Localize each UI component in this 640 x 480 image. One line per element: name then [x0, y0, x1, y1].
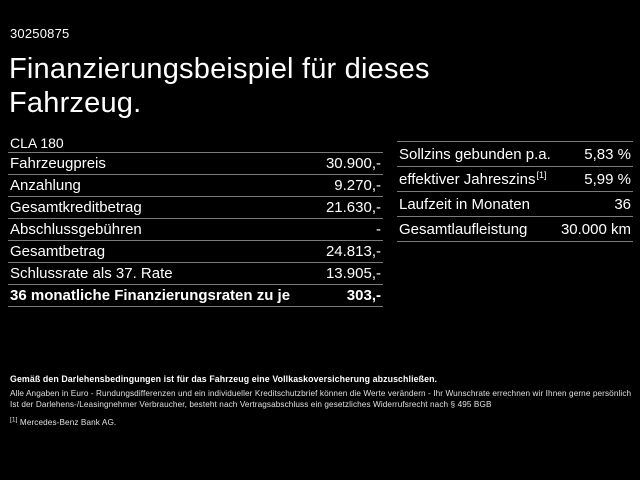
conditions-row-label: Laufzeit in Monaten: [399, 195, 530, 213]
monthly-rate-value: 303,-: [346, 287, 381, 304]
monthly-rate-label: 36 monatliche Finanzierungsraten zu je: [10, 287, 291, 304]
footnote-text: Mercedes-Benz Bank AG.: [19, 418, 117, 427]
finance-table-row: Anzahlung 9.270,-: [8, 175, 383, 197]
finance-row-value: 9.270,-: [334, 177, 381, 194]
finance-row-value: 21.630,-: [325, 199, 381, 216]
conditions-row-label: effektiver Jahreszins[1]: [399, 169, 547, 188]
conditions-row-value: 5,83 %: [584, 145, 631, 163]
conditions-row-label: Gesamtlaufleistung: [399, 220, 528, 238]
finance-row-label: Fahrzeugpreis: [10, 155, 106, 172]
conditions-table: Sollzins gebunden p.a. 5,83 % effektiver…: [397, 141, 633, 242]
finance-row-value: 30.900,-: [325, 155, 381, 172]
finance-row-label: Gesamtkreditbetrag: [10, 199, 142, 216]
legal-footer: Gemäß den Darlehensbedingungen ist für d…: [10, 374, 634, 428]
conditions-table-row: Sollzins gebunden p.a. 5,83 %: [397, 142, 633, 167]
finance-row-value: 24.813,-: [325, 243, 381, 260]
finance-table-row: Abschlussgebühren -: [8, 219, 383, 241]
finance-row-value: -: [376, 221, 381, 238]
conditions-table-row: Laufzeit in Monaten 36: [397, 192, 633, 217]
conditions-row-value: 5,99 %: [584, 170, 631, 188]
finance-row-value: 13.905,-: [325, 265, 381, 282]
disclaimer-line-2: Ist der Darlehens-/Leasingnehmer Verbrau…: [10, 400, 492, 409]
page-title-line-2: Fahrzeug.: [9, 87, 142, 119]
finance-table-row: Gesamtbetrag 24.813,-: [8, 241, 383, 263]
finance-table-row: Gesamtkreditbetrag 21.630,-: [8, 197, 383, 219]
conditions-table-rows: Sollzins gebunden p.a. 5,83 % effektiver…: [397, 142, 633, 242]
page-title-line-1: Finanzierungsbeispiel für dieses: [9, 53, 430, 85]
insurance-note: Gemäß den Darlehensbedingungen ist für d…: [10, 374, 438, 384]
offer-id: 30250875: [10, 26, 70, 41]
finance-table-row: Fahrzeugpreis 30.900,-: [8, 153, 383, 175]
page-title: Finanzierungsbeispiel für dieses Fahrzeug…: [9, 52, 430, 120]
footnote-marker: [1]: [10, 416, 18, 424]
finance-row-label: Gesamtbetrag: [10, 243, 106, 260]
finance-row-label: Anzahlung: [10, 177, 81, 194]
finance-row-label: Schlussrate als 37. Rate: [10, 265, 173, 282]
conditions-row-value: 36: [614, 195, 631, 213]
finance-table: Fahrzeugpreis 30.900,- Anzahlung 9.270,-…: [8, 152, 383, 307]
footnote: [1] Mercedes-Benz Bank AG.: [10, 417, 634, 428]
finance-table-row: Schlussrate als 37. Rate 13.905,-: [8, 263, 383, 285]
conditions-row-label: Sollzins gebunden p.a.: [399, 145, 551, 163]
vehicle-model: CLA 180: [10, 135, 64, 151]
disclaimer-line-1: Alle Angaben in Euro - Rundungsdifferenz…: [10, 389, 632, 398]
finance-table-rows: Fahrzeugpreis 30.900,- Anzahlung 9.270,-…: [8, 153, 383, 285]
footnote-ref: [1]: [536, 169, 547, 180]
conditions-table-row: Gesamtlaufleistung 30.000 km: [397, 217, 633, 242]
conditions-row-value: 30.000 km: [560, 220, 631, 238]
monthly-rate-row: 36 monatliche Finanzierungsraten zu je 3…: [8, 285, 383, 307]
finance-row-label: Abschlussgebühren: [10, 221, 142, 238]
conditions-table-row: effektiver Jahreszins[1] 5,99 %: [397, 167, 633, 192]
